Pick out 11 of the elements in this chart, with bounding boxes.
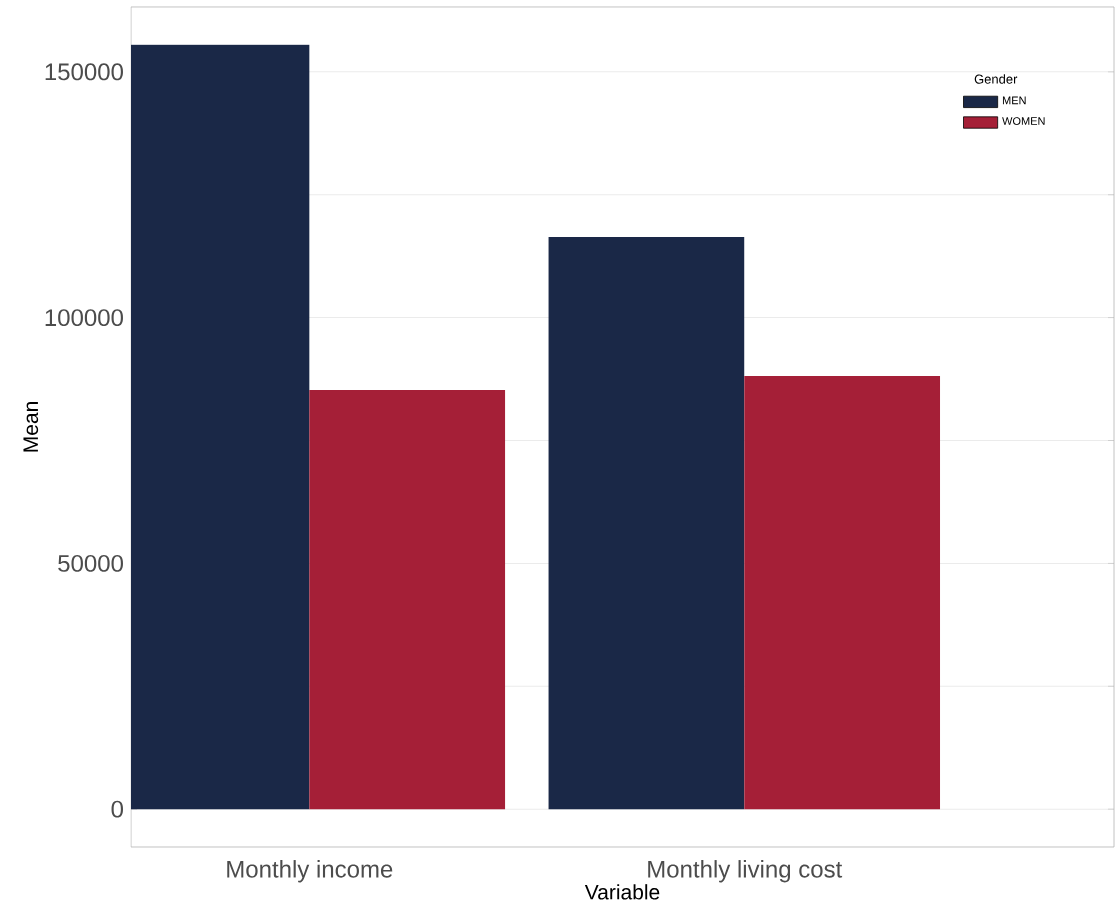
y-tick-label: 0: [111, 800, 124, 818]
y-tick-label: 100000: [45, 309, 123, 327]
x-tick-label: Monthly income: [227, 860, 393, 883]
legend-title: Gender: [974, 74, 1018, 84]
y-tick-label: 50000: [58, 554, 123, 572]
x-tick-label: Monthly living cost: [648, 860, 843, 883]
y-tick-label: 150000: [45, 63, 123, 81]
legend-label: MEN: [1002, 96, 1026, 105]
x-axis-title: Variable: [584, 884, 660, 900]
legend-label: WOMEN: [1002, 117, 1045, 125]
y-axis-title: Mean: [23, 402, 39, 452]
